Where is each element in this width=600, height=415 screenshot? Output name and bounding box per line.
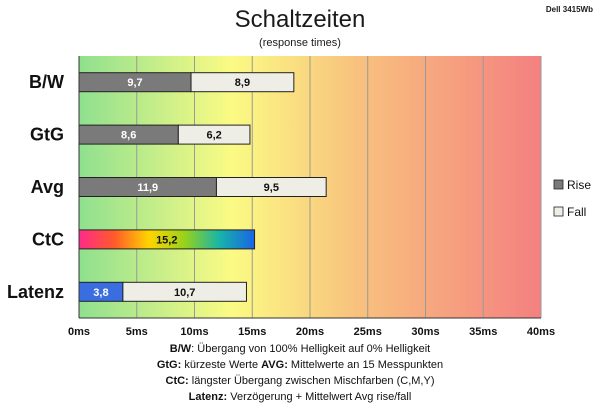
footnote-part: Latenz: xyxy=(189,391,228,403)
x-tick-label: 40ms xyxy=(527,326,555,338)
legend-swatch-fall xyxy=(553,206,564,217)
footnote-part: Verzögerung + Mittelwert Avg rise/fall xyxy=(227,391,411,403)
footnote-line: CtC: längster Übergang zwischen Mischfar… xyxy=(166,375,435,387)
legend: Rise Fall xyxy=(553,178,591,219)
chart-title: Schaltzeiten xyxy=(235,6,366,33)
footnotes: B/W: Übergang von 100% Helligkeit auf 0%… xyxy=(157,343,443,403)
legend-swatch-rise xyxy=(553,179,564,190)
footnote-line: B/W: Übergang von 100% Helligkeit auf 0%… xyxy=(170,343,430,355)
x-tick-label: 20ms xyxy=(296,326,324,338)
footnote-part: AVG: xyxy=(261,359,288,371)
bar-ctc-label: 15,2 xyxy=(156,234,177,246)
bar-fall-label: 8,9 xyxy=(235,77,250,89)
x-tick-labels: 0ms 5ms 10ms 15ms 20ms 25ms 30ms 35ms 40ms xyxy=(68,326,555,338)
footnote-part: CtC: xyxy=(166,375,189,387)
category-label: Latenz xyxy=(7,282,64,302)
bar-rise-label: 9,7 xyxy=(127,77,142,89)
footnote-line: GtG: kürzeste Werte AVG: Mittelwerte an … xyxy=(157,359,443,371)
bar-fall xyxy=(215,177,327,197)
category-labels: B/W GtG Avg CtC Latenz xyxy=(7,72,64,302)
x-tick-label: 10ms xyxy=(180,326,208,338)
category-label: B/W xyxy=(29,72,64,92)
bar-latenz-seg-label: 3,8 xyxy=(93,287,108,299)
x-tick-label: 5ms xyxy=(126,326,148,338)
bar-fall xyxy=(190,72,295,93)
legend-label-fall: Fall xyxy=(567,205,586,219)
footnote-line: Latenz: Verzögerung + Mittelwert Avg ris… xyxy=(189,391,412,403)
footnote-part: längster Übergang zwischen Mischfarben (… xyxy=(189,375,435,387)
model-label: Dell 3415Wb xyxy=(546,5,593,14)
category-label: CtC xyxy=(32,229,64,249)
footnote-part: GtG: xyxy=(157,359,181,371)
x-tick-label: 0ms xyxy=(68,326,90,338)
footnote-part: Mittelwerte an 15 Messpunkten xyxy=(288,359,443,371)
category-label: GtG xyxy=(30,125,64,145)
legend-label-rise: Rise xyxy=(567,178,591,192)
bar-fall-label: 9,5 xyxy=(264,182,279,194)
bar-fall xyxy=(177,124,251,145)
footnote-part: B/W xyxy=(170,343,192,355)
x-tick-label: 35ms xyxy=(469,326,497,338)
footnote-part: : Übergang von 100% Helligkeit auf 0% He… xyxy=(191,343,430,355)
bars: 9,7 8,9 8,6 6,2 11,9 9,5 15,2 3,8 10,7 xyxy=(78,72,327,302)
category-label: Avg xyxy=(31,177,64,197)
bar-latenz-seg-label: 10,7 xyxy=(174,287,195,299)
bar-rise-label: 8,6 xyxy=(121,130,136,142)
bar-fall-label: 6,2 xyxy=(206,130,221,142)
x-tick-label: 25ms xyxy=(354,326,382,338)
bar-rise-label: 11,9 xyxy=(137,182,158,194)
footnote-part: kürzeste Werte xyxy=(181,359,261,371)
bar-latenz-seg xyxy=(122,281,247,302)
chart-subtitle: (response times) xyxy=(259,37,341,49)
x-tick-label: 15ms xyxy=(238,326,266,338)
x-tick-label: 30ms xyxy=(411,326,439,338)
